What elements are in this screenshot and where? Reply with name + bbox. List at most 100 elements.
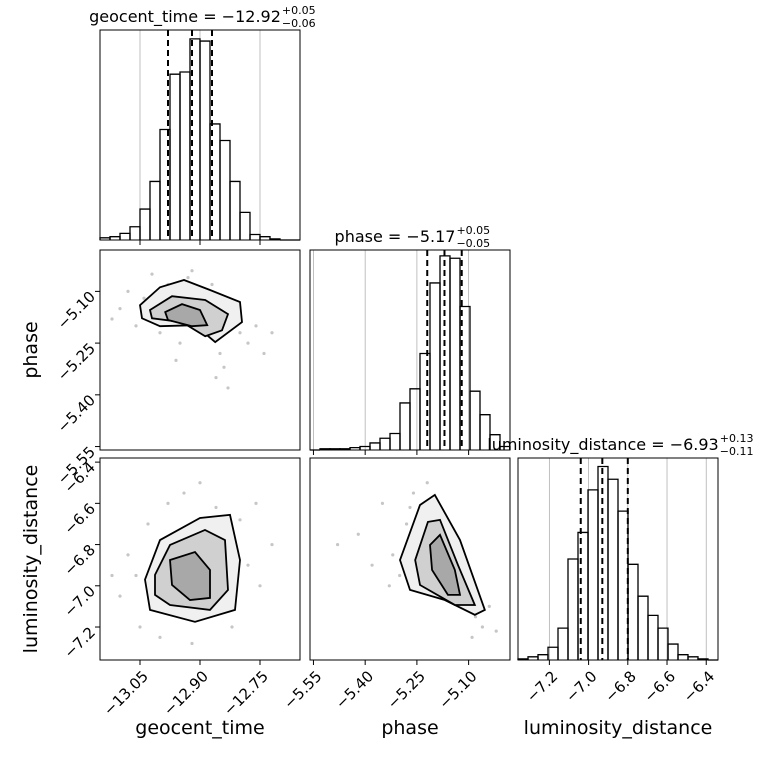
sample-point — [166, 501, 170, 505]
hist-bin — [219, 139, 231, 240]
sample-point — [408, 505, 412, 510]
y-tick-label: −5.25 — [54, 339, 99, 384]
y-axis-label: luminosity_distance — [20, 465, 42, 654]
hist-bin — [627, 563, 639, 660]
title-lower-error: −0.05 — [456, 237, 490, 250]
y-tick-label: −6.8 — [61, 541, 99, 579]
x-axis-label: luminosity_distance — [524, 717, 713, 739]
x-tick-label: −6.6 — [641, 667, 679, 705]
hist-bin — [429, 282, 441, 450]
sample-point — [214, 505, 218, 510]
sample-point — [126, 553, 130, 557]
hist-bin — [409, 388, 421, 450]
sample-point — [370, 563, 374, 567]
hist-bin — [637, 595, 649, 660]
sample-point — [150, 272, 154, 276]
sample-point — [473, 615, 478, 619]
sample-point — [142, 296, 146, 300]
hist-bin — [677, 654, 689, 660]
title-upper-error: +0.05 — [456, 224, 490, 237]
x-tick-label: −5.55 — [280, 667, 325, 712]
y-tick-label: −7.2 — [61, 623, 99, 661]
hist-bin — [399, 402, 411, 450]
hist-bin — [369, 442, 381, 450]
sample-point — [190, 269, 194, 273]
x-tick-label: −5.25 — [384, 667, 429, 712]
x-tick-label: −5.40 — [332, 667, 377, 712]
x-tick-label: −12.75 — [220, 667, 272, 719]
sample-point — [238, 331, 242, 335]
sample-point — [270, 542, 274, 547]
hist-bin — [389, 432, 401, 450]
hist-bin — [459, 305, 471, 450]
sample-point — [270, 331, 274, 335]
y-tick-label: −7.0 — [61, 582, 99, 620]
sample-point — [494, 629, 498, 633]
panel-title: geocent_time = −12.92 — [89, 7, 281, 27]
hist-bin — [149, 180, 161, 240]
hist-bin — [607, 478, 619, 660]
sample-point — [214, 375, 218, 380]
contour — [169, 550, 211, 601]
sample-point — [110, 573, 114, 578]
hist-bin — [489, 434, 501, 450]
sample-point — [254, 324, 258, 328]
sample-point — [226, 386, 230, 390]
sample-point — [118, 307, 122, 311]
title-lower-error: −0.11 — [720, 445, 754, 458]
hist-bin — [239, 211, 251, 240]
x-tick-label: −6.8 — [601, 667, 639, 705]
hist-bin — [119, 232, 131, 240]
sample-point — [138, 625, 142, 629]
title-upper-error: +0.05 — [282, 4, 316, 17]
axes-frame — [99, 457, 301, 661]
axes-frame — [99, 29, 301, 241]
hist-bin — [179, 71, 191, 240]
axes-frame — [99, 249, 301, 451]
x-tick-label: −12.90 — [160, 667, 212, 719]
y-tick-label: −5.40 — [54, 391, 99, 436]
sample-point — [391, 553, 395, 557]
hist-bin — [419, 352, 431, 450]
hist-bin — [617, 510, 629, 660]
x-tick-label: −5.10 — [435, 667, 480, 712]
panel-title: phase = −5.17 — [335, 227, 456, 246]
sample-point — [158, 635, 162, 639]
sample-point — [262, 351, 266, 356]
sample-point — [480, 625, 485, 629]
sample-point — [178, 341, 182, 345]
sample-point — [470, 635, 474, 639]
sample-point — [182, 491, 186, 495]
x-tick-label: −13.05 — [100, 667, 152, 719]
sample-point — [425, 481, 429, 485]
x-axis-label: phase — [381, 717, 438, 739]
hist-bin — [249, 233, 261, 240]
hist-bin — [379, 437, 391, 450]
sample-point — [198, 481, 202, 485]
sample-point — [398, 573, 402, 578]
x-tick-label: −7.0 — [562, 667, 600, 705]
axes-frame — [309, 457, 511, 661]
hist-bin — [537, 654, 549, 660]
sample-point — [222, 365, 226, 369]
sample-point — [487, 604, 491, 609]
sample-point — [126, 289, 130, 293]
x-tick-label: −7.2 — [523, 667, 561, 705]
title-lower-error: −0.06 — [282, 17, 316, 30]
panel-title: luminosity_distance = −6.93 — [487, 435, 718, 455]
sample-point — [254, 501, 258, 505]
sample-point — [335, 542, 340, 547]
x-tick-label: −6.4 — [680, 667, 718, 705]
hist-bin — [129, 226, 141, 240]
x-axis-label: geocent_time — [135, 717, 264, 739]
hist-bin — [199, 40, 211, 240]
sample-point — [190, 641, 194, 646]
sample-point — [118, 594, 122, 598]
hist-bin — [647, 614, 659, 660]
sample-point — [387, 584, 391, 588]
title-upper-error: +0.13 — [720, 432, 754, 445]
sample-point — [218, 351, 222, 356]
sample-point — [158, 331, 162, 335]
